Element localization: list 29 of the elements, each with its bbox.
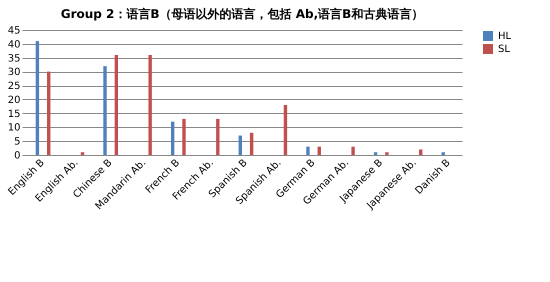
y-tick-label: 15 [8, 108, 20, 120]
y-tick-label: 20 [8, 94, 20, 106]
bar [36, 41, 40, 155]
bar [306, 146, 310, 155]
bar [385, 152, 389, 155]
y-tick-label: 45 [8, 26, 20, 36]
y-tick-label: 0 [14, 150, 20, 162]
chart-title: Group 2：语言B（母语以外的语言，包括 Ab,语言B和古典语言） [60, 7, 424, 21]
bar [148, 55, 152, 155]
bar [351, 146, 355, 155]
bar [442, 152, 445, 155]
y-tick-label: 30 [8, 67, 20, 78]
y-tick-label: 25 [8, 81, 20, 92]
bar [419, 149, 422, 155]
y-tick-label: 40 [8, 39, 20, 50]
bar [80, 152, 84, 155]
bar [170, 122, 174, 155]
bar [114, 55, 118, 155]
y-tick-label: 5 [14, 136, 20, 148]
bar [47, 72, 50, 155]
bar [216, 118, 220, 155]
bar [250, 132, 254, 155]
y-tick-label: 10 [8, 122, 20, 134]
bar [238, 136, 242, 155]
bar [318, 146, 321, 155]
bar [374, 152, 378, 155]
legend-label: SL [498, 44, 510, 55]
legend-label: HL [498, 31, 512, 42]
y-tick-label: 35 [8, 53, 20, 64]
